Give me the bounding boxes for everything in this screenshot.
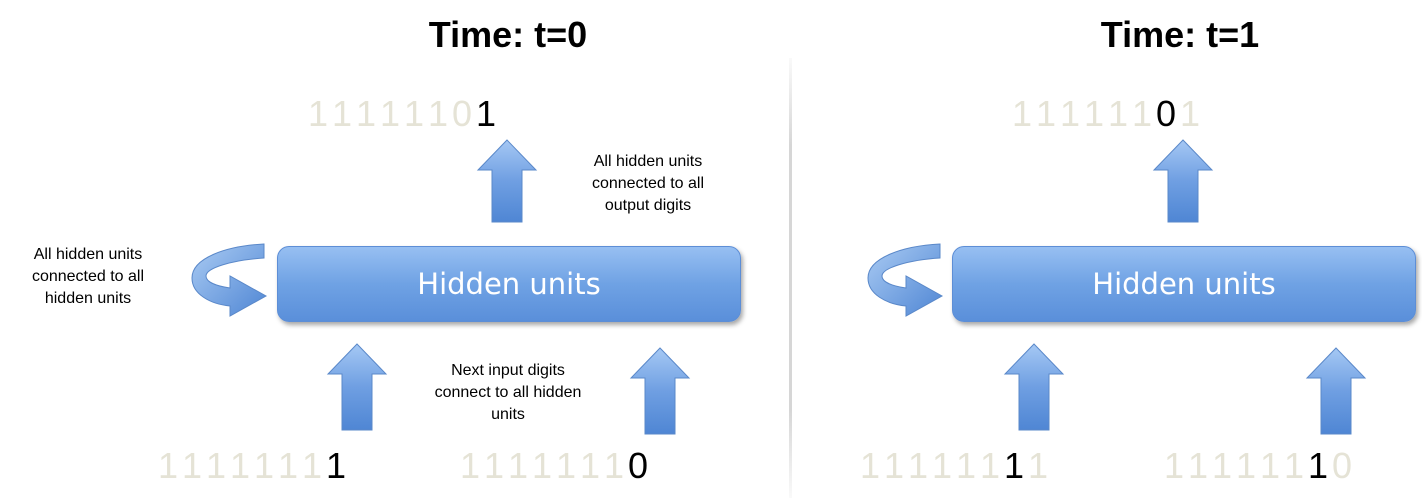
up-arrow-output-t0 [476,139,538,223]
digit: 1 [955,445,977,486]
digit: 0 [627,445,649,486]
digit: 1 [1059,93,1081,134]
digit: 1 [603,445,625,486]
digit: 1 [253,445,275,486]
digit: 1 [1035,93,1057,134]
digit: 1 [1179,93,1201,134]
digit: 1 [1131,93,1153,134]
recurrent-arrow-t1 [867,243,944,317]
note-output: All hidden units connected to all output… [591,153,705,214]
hidden-units-label: Hidden units [1092,267,1276,301]
recurrent-arrow-t0 [191,243,268,317]
digit: 1 [355,93,377,134]
digit: 1 [427,93,449,134]
digit: 1 [1307,445,1329,486]
digit: 0 [1155,93,1177,134]
digit: 1 [181,445,203,486]
digit: 1 [979,445,1001,486]
digit: 1 [1211,445,1233,486]
digit: 1 [483,445,505,486]
digit: 1 [883,445,905,486]
digit: 1 [555,445,577,486]
panel-divider [789,58,792,498]
digit: 1 [205,445,227,486]
digit: 1 [1003,445,1025,486]
digit: 1 [331,93,353,134]
digit: 1 [459,445,481,486]
digit: 1 [1259,445,1281,486]
digit: 1 [1187,445,1209,486]
digit: 1 [931,445,953,486]
digit: 1 [325,445,347,486]
digit: 1 [907,445,929,486]
digit: 1 [277,445,299,486]
digit: 1 [1235,445,1257,486]
hidden-units-label: Hidden units [417,267,601,301]
up-arrow-output-t1 [1152,139,1214,223]
digit: 1 [1027,445,1049,486]
hidden-units-box-t0: Hidden units [277,246,741,322]
panel-title-t1: Time: t=1 [1100,14,1260,55]
digit: 1 [531,445,553,486]
up-arrow-input-left-t1 [1003,343,1065,431]
note-recurrent: All hidden units connected to all hidden… [31,246,145,307]
up-arrow-input-left-t0 [326,343,388,431]
digit: 1 [229,445,251,486]
digit: 1 [475,93,497,134]
digit: 1 [579,445,601,486]
digit: 1 [1163,445,1185,486]
digit: 0 [451,93,473,134]
digit: 1 [507,445,529,486]
digit: 1 [379,93,401,134]
up-arrow-input-right-t1 [1305,347,1367,435]
digit: 1 [403,93,425,134]
digit: 0 [1331,445,1353,486]
digit: 1 [307,93,329,134]
digit: 1 [157,445,179,486]
panel-title-t0: Time: t=0 [428,14,588,55]
digit: 1 [1107,93,1129,134]
digit: 1 [1283,445,1305,486]
digit: 1 [301,445,323,486]
digit: 1 [859,445,881,486]
note-input: Next input digits connect to all hidden … [434,362,582,423]
digit: 1 [1011,93,1033,134]
up-arrow-input-right-t0 [629,347,691,435]
digit: 1 [1083,93,1105,134]
hidden-units-box-t1: Hidden units [952,246,1416,322]
